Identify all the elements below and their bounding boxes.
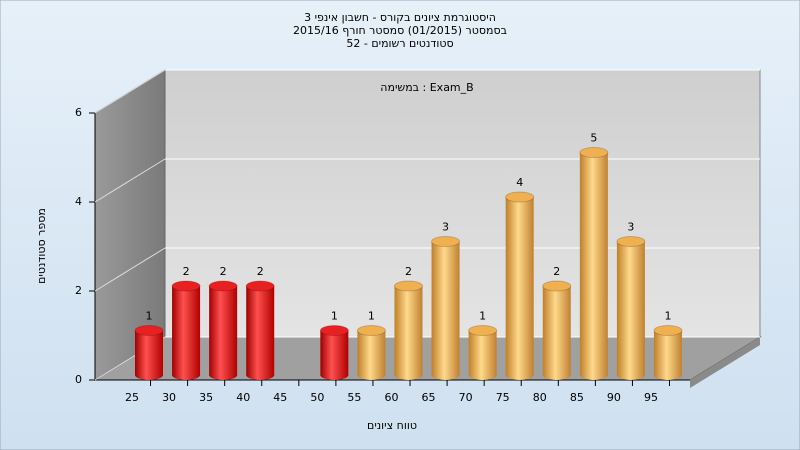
data-label: 1 (479, 310, 486, 323)
bar-top (393, 280, 423, 292)
bar (616, 241, 645, 375)
x-tick-label: 50 (310, 391, 324, 404)
floor-edge (690, 337, 760, 388)
bar (468, 330, 497, 375)
bar (431, 241, 460, 375)
bar (653, 330, 682, 375)
x-tick-label: 85 (570, 391, 584, 404)
bar (394, 286, 423, 375)
y-tick-label: 4 (75, 195, 82, 208)
data-label: 2 (405, 265, 412, 278)
bar (320, 330, 349, 375)
data-label: 2 (183, 265, 190, 278)
bar (542, 286, 571, 375)
bar (579, 152, 608, 375)
data-label: 2 (553, 265, 560, 278)
grid-line (94, 247, 166, 292)
x-tick-label: 80 (533, 391, 547, 404)
bar-top (468, 325, 498, 336)
bar-top (356, 325, 386, 336)
data-label: 3 (442, 221, 449, 234)
title-line: היסטוגרמת ציונים בקורס - חשבון אינפי 3 (304, 11, 496, 24)
data-label: 1 (664, 310, 671, 323)
bar (172, 286, 201, 375)
data-label: 3 (627, 221, 634, 234)
subtitle: במשימה : Exam_B (380, 81, 473, 94)
grid-line (94, 158, 166, 203)
grid-line (94, 69, 166, 114)
bar-top (542, 280, 572, 292)
bar (505, 197, 534, 375)
x-axis-title: טווח ציונים (367, 419, 417, 432)
data-label: 5 (590, 132, 597, 145)
bar-top (505, 191, 535, 203)
x-tick-label: 25 (125, 391, 139, 404)
x-tick-label: 70 (459, 391, 473, 404)
data-label: 1 (331, 310, 338, 323)
bar-top (653, 325, 683, 336)
y-tick-label: 6 (75, 106, 82, 119)
y-tick-label: 0 (75, 373, 82, 386)
data-label: 1 (146, 310, 153, 323)
title-line: סטודנטים רשומים - 52 (346, 37, 453, 50)
x-tick-label: 75 (496, 391, 510, 404)
y-axis-title: מספר סטודנטים (35, 208, 48, 284)
bar-top (319, 325, 349, 336)
bar (135, 330, 163, 375)
bar-top (579, 147, 609, 158)
x-tick-label: 60 (384, 391, 398, 404)
x-tick-label: 40 (236, 391, 250, 404)
bar-top (208, 280, 238, 292)
bar-top (134, 325, 164, 336)
bar (357, 330, 386, 375)
bar (209, 286, 238, 375)
data-label: 2 (257, 265, 264, 278)
x-tick-label: 45 (273, 391, 287, 404)
x-tick-label: 90 (607, 391, 621, 404)
title-line: בסמסטר (01/2015) סמסטר חורף 2015/16 (293, 24, 507, 37)
x-tick-label: 30 (162, 391, 176, 404)
x-tick-label: 55 (347, 391, 361, 404)
data-label: 1 (368, 310, 375, 323)
y-tick-label: 2 (75, 284, 82, 297)
data-label: 4 (516, 176, 523, 189)
x-tick-label: 95 (644, 391, 658, 404)
bar-top (171, 280, 201, 292)
bar (246, 286, 275, 375)
x-tick-label: 35 (199, 391, 213, 404)
bar-top (245, 280, 275, 292)
bar-top (431, 236, 461, 247)
bar-top (616, 236, 646, 247)
x-tick-label: 65 (422, 391, 436, 404)
data-label: 2 (220, 265, 227, 278)
